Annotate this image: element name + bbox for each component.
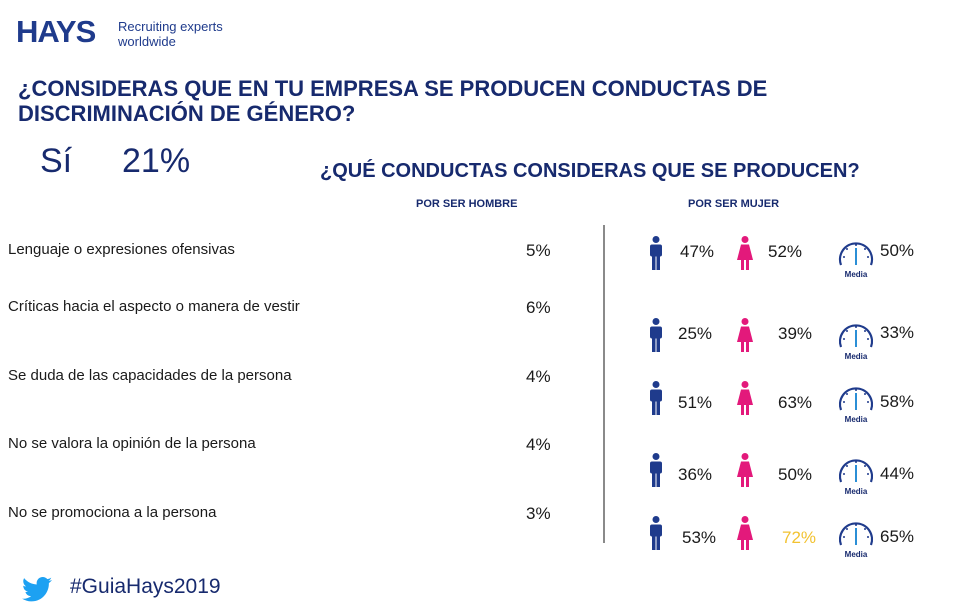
behavior-label: No se promociona a la persona	[8, 504, 217, 521]
logo-tagline: Recruiting experts worldwide	[118, 19, 223, 49]
average-value: 33%	[880, 323, 915, 342]
male-person-icon	[648, 453, 664, 487]
twitter-bird-icon	[22, 577, 52, 602]
por-ser-hombre-value: 4%	[526, 367, 551, 386]
behavior-label: No se valora la opinión de la persona	[8, 435, 256, 452]
female-person-icon	[736, 453, 753, 487]
por-ser-hombre-value: 5%	[526, 241, 551, 260]
female-person-icon	[736, 381, 753, 415]
hashtag: #GuiaHays2019	[70, 575, 221, 598]
male-respondents-value: 36%	[678, 465, 713, 484]
behavior-label: Se duda de las capacidades de la persona	[8, 367, 292, 384]
average-value: 58%	[880, 392, 915, 411]
main-question: ¿CONSIDERAS QUE EN TU EMPRESA SE PRODUCE…	[18, 76, 768, 126]
por-ser-hombre-value: 4%	[526, 435, 551, 454]
behavior-label: Críticas hacia el aspecto o manera de ve…	[8, 298, 300, 315]
male-person-icon	[648, 381, 664, 415]
average-gauge-icon: Media	[836, 454, 876, 498]
column-divider	[603, 225, 605, 543]
female-respondents-value: 63%	[778, 393, 813, 412]
yes-value: 21%	[122, 142, 191, 180]
column-header-female: POR SER MUJER	[688, 198, 780, 210]
female-respondents-value: 50%	[778, 465, 813, 484]
female-person-icon	[736, 516, 753, 550]
female-respondents-value: 39%	[778, 324, 813, 343]
average-gauge-icon: Media	[836, 382, 876, 426]
behavior-label: Lenguaje o expresiones ofensivas	[8, 241, 235, 258]
male-person-icon	[648, 318, 664, 352]
average-value: 44%	[880, 464, 915, 483]
por-ser-hombre-value: 3%	[526, 504, 551, 523]
average-value: 50%	[880, 241, 915, 260]
female-respondents-value: 52%	[768, 242, 803, 261]
male-respondents-value: 25%	[678, 324, 713, 343]
male-person-icon	[648, 236, 664, 270]
female-respondents-value: 72%	[782, 528, 817, 547]
average-gauge-icon: Media	[836, 319, 876, 363]
yes-label: Sí	[40, 142, 73, 180]
male-respondents-value: 53%	[682, 528, 717, 547]
sub-question: ¿QUÉ CONDUCTAS CONSIDERAS QUE SE PRODUCE…	[320, 160, 860, 182]
gauge-caption: Media	[844, 550, 868, 559]
average-value: 65%	[880, 527, 915, 546]
male-respondents-value: 47%	[680, 242, 715, 261]
female-person-icon	[736, 236, 753, 270]
average-gauge-icon: Media	[836, 517, 876, 561]
por-ser-hombre-value: 6%	[526, 298, 551, 317]
gauge-caption: Media	[844, 415, 868, 424]
hays-logo: HAYS	[16, 14, 96, 49]
column-header-male: POR SER HOMBRE	[416, 198, 518, 210]
average-gauge-icon: Media	[836, 237, 876, 281]
male-respondents-value: 51%	[678, 393, 713, 412]
gauge-caption: Media	[844, 270, 868, 279]
gauge-caption: Media	[844, 487, 868, 496]
female-person-icon	[736, 318, 753, 352]
male-person-icon	[648, 516, 664, 550]
gauge-caption: Media	[844, 352, 868, 361]
